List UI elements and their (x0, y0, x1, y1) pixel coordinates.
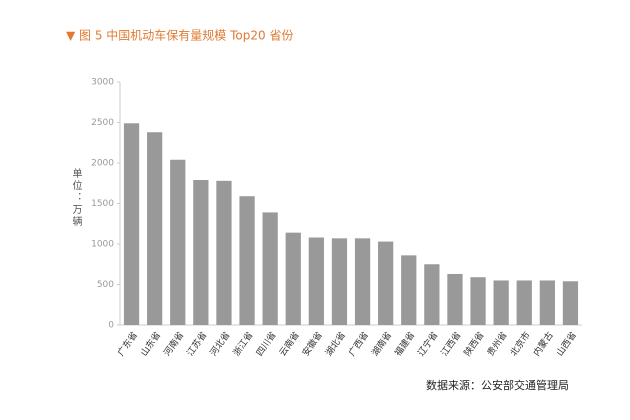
x-tick-label: 湖北省 (323, 329, 348, 358)
x-tick-label: 北京市 (507, 329, 532, 358)
y-tick-label: 2500 (91, 118, 114, 128)
x-tick-label: 广东省 (115, 329, 140, 358)
bar (285, 232, 301, 325)
bar (562, 281, 579, 325)
x-tick-label: 云南省 (276, 329, 301, 358)
y-tick-label: 3000 (91, 78, 114, 88)
bar (170, 159, 186, 325)
bar (123, 123, 140, 325)
x-tick-label: 湖南省 (369, 329, 394, 358)
bar (147, 132, 163, 325)
bar (516, 280, 532, 325)
y-tick-label: 500 (97, 280, 114, 290)
x-tick-label: 陕西省 (461, 329, 486, 358)
x-tick-label: 河南省 (161, 329, 186, 358)
x-tick-label: 安徽省 (300, 329, 325, 358)
source-note: 数据来源：公安部交通管理局 (426, 378, 569, 392)
bar (539, 280, 555, 325)
bar (401, 255, 417, 325)
bar (354, 238, 371, 325)
bar (239, 196, 255, 325)
bar (308, 237, 324, 325)
x-tick-label: 福建省 (392, 329, 417, 358)
x-tick-label: 江西省 (438, 329, 463, 358)
x-tick-label: 江苏省 (184, 329, 209, 358)
x-tick-label: 内蒙古 (531, 329, 556, 358)
x-tick-label: 山西省 (554, 329, 579, 358)
bar (493, 280, 509, 325)
x-tick-label: 河北省 (207, 329, 232, 358)
x-tick-label: 四川省 (253, 329, 278, 358)
x-tick-label: 广西省 (346, 329, 371, 358)
bar (447, 273, 463, 325)
y-axis-label: 单位：万辆 (70, 168, 82, 228)
bar (470, 277, 486, 325)
y-tick-label: 2000 (91, 159, 114, 169)
x-tick-label: 山东省 (138, 329, 163, 358)
chart-title: ▼ 图 5 中国机动车保有量规模 Top20 省份 (66, 28, 293, 43)
bar (216, 180, 232, 325)
bar (378, 241, 394, 325)
bar (262, 212, 278, 325)
x-tick-label: 浙江省 (230, 329, 255, 358)
bar (193, 180, 209, 325)
y-tick-label: 0 (108, 321, 114, 331)
x-tick-label: 贵州省 (484, 329, 509, 358)
y-tick-label: 1500 (91, 199, 114, 209)
x-tick-label: 辽宁省 (415, 329, 440, 358)
bar (331, 238, 348, 325)
y-tick-label: 1000 (91, 240, 114, 250)
bar (424, 264, 440, 325)
